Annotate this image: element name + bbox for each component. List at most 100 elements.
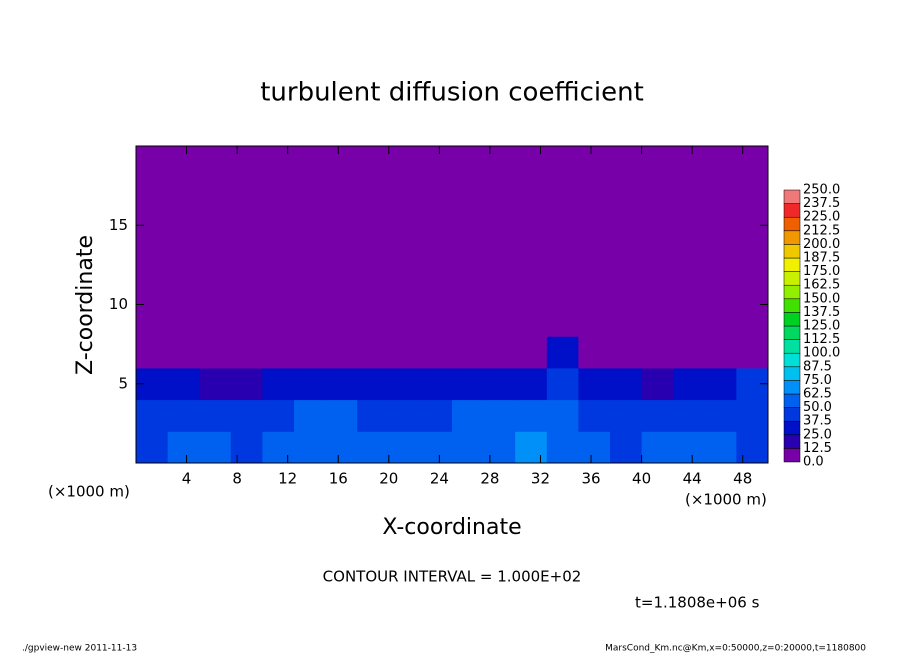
colorbar-box <box>783 448 801 463</box>
heat-cell <box>736 336 769 369</box>
heat-cell <box>452 146 485 337</box>
heat-cell <box>641 367 674 401</box>
colorbar-label: 87.5 <box>803 359 832 374</box>
heat-cell <box>452 431 485 464</box>
heat-cell <box>673 146 706 337</box>
heat-cell <box>483 431 516 464</box>
colorbar-box <box>783 257 801 272</box>
heat-cell <box>230 336 263 369</box>
colorbar-label: 100.0 <box>803 346 840 361</box>
heat-cell <box>262 336 295 369</box>
colorbar-label: 50.0 <box>803 400 832 415</box>
heat-cell <box>641 399 674 432</box>
heat-cell <box>704 336 737 369</box>
x-tick-label: 24 <box>430 470 449 488</box>
chart-title: turbulent diffusion coefficient <box>260 78 644 108</box>
heat-cell <box>167 431 200 464</box>
heat-cell <box>199 399 232 432</box>
colorbar-box <box>783 203 801 218</box>
heat-cell <box>515 399 548 432</box>
heat-cell <box>610 399 643 432</box>
colorbar-label: 25.0 <box>803 427 832 442</box>
x-tick-label: 28 <box>480 470 499 488</box>
heat-cell <box>294 336 327 369</box>
heat-cell <box>546 336 579 369</box>
heat-cell <box>294 146 327 337</box>
colorbar-box <box>783 189 801 204</box>
x-tick-label: 4 <box>182 470 192 488</box>
heat-cell <box>262 367 295 401</box>
heat-cell <box>483 146 516 337</box>
heat-cell <box>641 431 674 464</box>
heat-cell <box>420 399 453 432</box>
heat-cell <box>452 367 485 401</box>
heat-cell <box>673 431 706 464</box>
heat-cell <box>452 336 485 369</box>
heat-cell <box>641 336 674 369</box>
x-tick-label: 40 <box>632 470 651 488</box>
colorbar-label: 187.5 <box>803 251 840 266</box>
heat-cell <box>641 146 674 337</box>
heat-cell <box>546 399 579 432</box>
heat-cell <box>357 336 390 369</box>
colorbar-box <box>783 325 801 340</box>
colorbar-box <box>783 366 801 381</box>
heat-cell <box>673 399 706 432</box>
colorbar-label: 37.5 <box>803 414 832 429</box>
heat-cell <box>325 367 358 401</box>
colorbar-box <box>783 298 801 313</box>
colorbar-label: 237.5 <box>803 196 840 211</box>
x-axis-label: X-coordinate <box>382 515 521 540</box>
heat-cell <box>357 431 390 464</box>
heat-cell <box>230 399 263 432</box>
heat-cell <box>420 146 453 337</box>
heat-cell <box>262 399 295 432</box>
heat-cell <box>736 399 769 432</box>
heat-cell <box>325 399 358 432</box>
heat-cell <box>515 367 548 401</box>
heat-cell <box>357 146 390 337</box>
heat-cell <box>704 367 737 401</box>
heat-cell <box>610 431 643 464</box>
heat-cell <box>515 336 548 369</box>
heat-cell <box>483 399 516 432</box>
heat-cell <box>704 399 737 432</box>
footer-right: MarsCond_Km.nc@Km,x=0:50000,z=0:20000,t=… <box>605 644 866 654</box>
heat-cell <box>610 146 643 337</box>
heat-cell <box>483 367 516 401</box>
heat-cell <box>136 431 169 464</box>
heat-cell <box>388 399 421 432</box>
x-tick-label: 44 <box>683 470 702 488</box>
x-tick-label: 20 <box>379 470 398 488</box>
colorbar-label: 212.5 <box>803 223 840 238</box>
heat-cell <box>167 399 200 432</box>
heat-cell <box>610 367 643 401</box>
colorbar-label: 12.5 <box>803 441 832 456</box>
colorbar-label: 162.5 <box>803 278 840 293</box>
x-tick-label: 36 <box>581 470 600 488</box>
heat-cell <box>262 146 295 337</box>
heat-cell <box>546 367 579 401</box>
colorbar-label: 0.0 <box>803 455 824 470</box>
y-tick-label: 15 <box>109 216 128 234</box>
colorbar-box <box>783 284 801 300</box>
heat-cell <box>546 431 579 464</box>
heat-cell <box>483 336 516 369</box>
y-axis-label: Z-coordinate <box>73 235 98 375</box>
heat-cell <box>167 146 200 337</box>
x-tick-label: 12 <box>278 470 297 488</box>
heat-cell <box>167 336 200 369</box>
colorbar-label: 150.0 <box>803 291 840 306</box>
heat-cell <box>704 146 737 337</box>
heat-cell <box>578 336 611 369</box>
heat-cell <box>420 431 453 464</box>
colorbar-label: 125.0 <box>803 319 840 334</box>
colorbar-label: 200.0 <box>803 237 840 252</box>
heat-cell <box>199 431 232 464</box>
heat-cell <box>388 431 421 464</box>
heat-cell <box>325 336 358 369</box>
time-label: t=1.1808e+06 s <box>635 594 760 612</box>
heat-cell <box>578 431 611 464</box>
colorbar-box <box>783 216 801 232</box>
